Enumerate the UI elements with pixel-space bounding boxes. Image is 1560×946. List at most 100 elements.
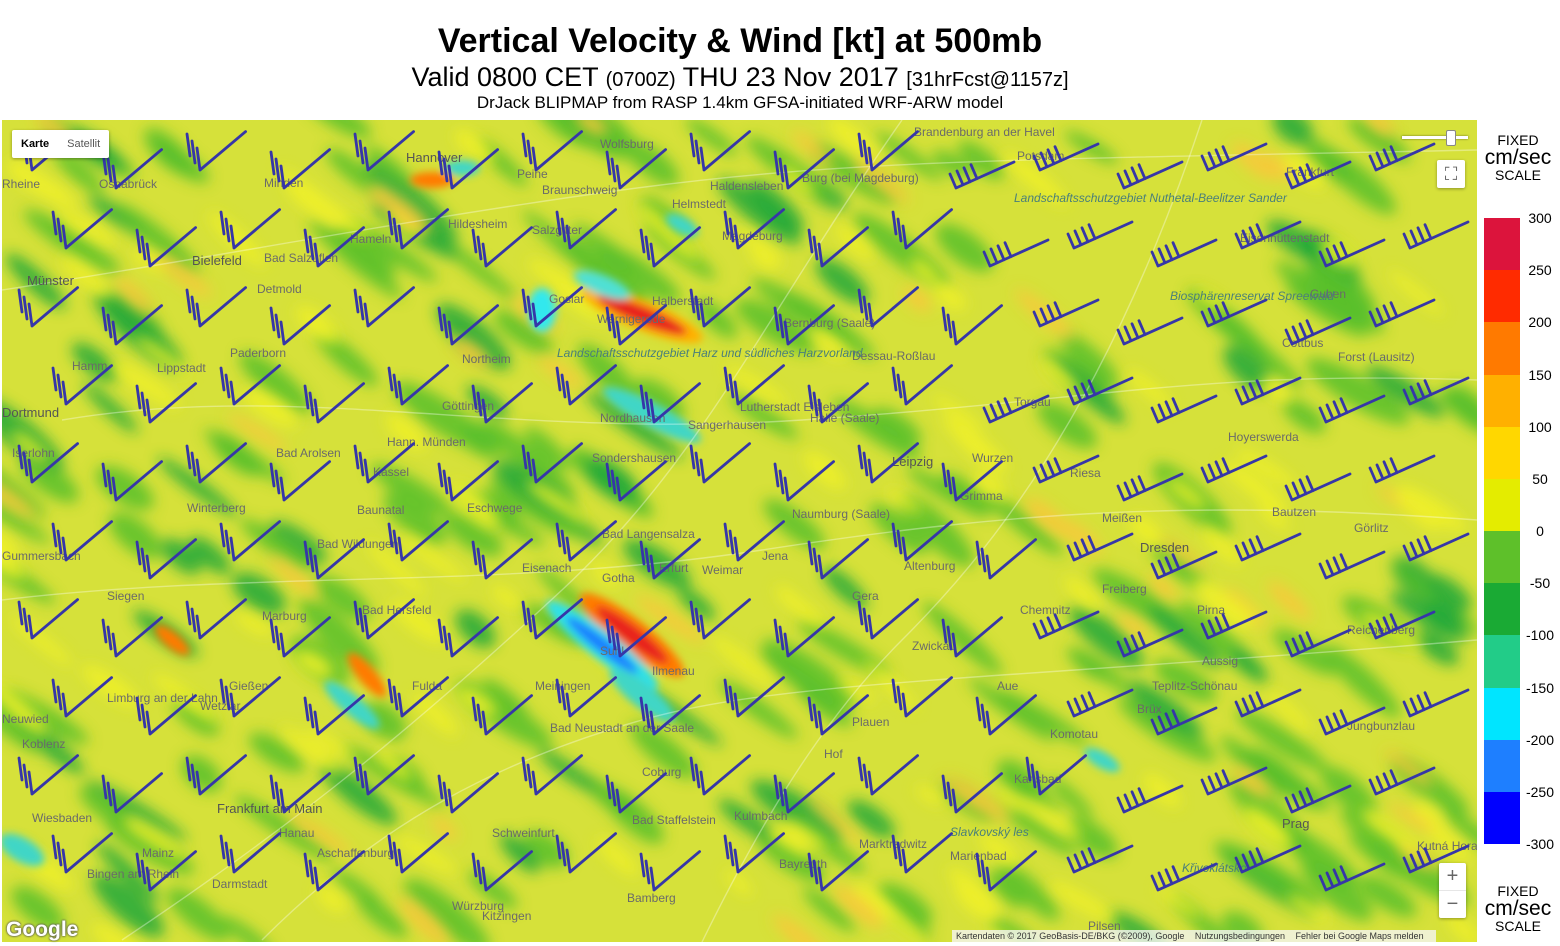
opacity-slider[interactable] (1402, 130, 1468, 146)
map-type-control[interactable]: Karte Satellit (12, 130, 110, 158)
wind-barb (773, 460, 835, 502)
wind-barb (269, 304, 331, 346)
wind-barb (891, 676, 953, 718)
city-label: Bingen am Rhein (87, 867, 179, 881)
scale-word-bottom: SCALE (1495, 918, 1541, 934)
wind-barb (521, 130, 583, 172)
wind-barb (1234, 220, 1302, 250)
city-label: Baunatal (357, 503, 404, 517)
zoom-out-button[interactable]: − (1446, 893, 1459, 915)
city-label: Siegen (107, 589, 144, 603)
scale-unit-bottom: cm/sec (1484, 897, 1552, 920)
wind-barb (387, 520, 449, 562)
scale-tick-label: 250 (1528, 262, 1552, 279)
wind-barb (1200, 142, 1268, 172)
scale-swatch (1484, 531, 1520, 584)
wind-barb (1368, 298, 1436, 328)
map-type-karte[interactable]: Karte (21, 138, 50, 150)
wind-barb (1318, 550, 1386, 580)
wind-barb (1150, 550, 1218, 580)
city-label: Forst (Lausitz) (1338, 350, 1415, 364)
city-label: Marburg (262, 609, 307, 623)
wind-barb (639, 382, 701, 424)
city-label: Bad Neustadt an der Saale (550, 721, 694, 735)
city-label: Bamberg (627, 891, 676, 905)
wind-barb (605, 460, 667, 502)
wind-barb (437, 148, 499, 190)
region-label: Landschaftsschutzgebiet Nuthetal-Beelitz… (1014, 191, 1288, 205)
wind-barb (1234, 688, 1302, 718)
city-label: Gotha (602, 571, 635, 585)
wind-barb (723, 364, 785, 406)
map-canvas[interactable]: Rheine Osnabrück Hannover Peine Wolfsburg Bra… (2, 120, 1477, 942)
fullscreen-button[interactable]: ⛶ (1437, 160, 1465, 188)
terms-link[interactable]: Nutzungsbedingungen (1194, 931, 1285, 941)
city-label: Hamm (72, 359, 107, 373)
wind-barb (773, 304, 835, 346)
wind-barb (891, 208, 953, 250)
report-error-link[interactable]: Fehler bei Google Maps melden (1295, 931, 1424, 941)
wind-barb (51, 364, 113, 406)
city-label: Bad Hersfeld (362, 603, 431, 617)
wind-barb (555, 520, 617, 562)
wind-barb (975, 538, 1037, 580)
wind-barb (219, 676, 281, 718)
city-label: Freiberg (1102, 582, 1147, 596)
city-label: Rheine (2, 177, 40, 191)
google-logo[interactable]: Google (6, 918, 79, 941)
color-scale-bar (1484, 218, 1520, 845)
wind-barb (948, 160, 1016, 190)
opacity-slider-track[interactable] (1402, 136, 1468, 139)
city-label: Weimar (702, 563, 743, 577)
wind-barb (639, 538, 701, 580)
city-label: Hof (824, 747, 843, 761)
city-label: Bielefeld (192, 253, 242, 268)
scale-label-bottom: FIXED cm/sec SCALE (1478, 884, 1558, 933)
scale-tick-label: -250 (1525, 783, 1555, 800)
map-type-satellit[interactable]: Satellit (67, 138, 101, 150)
city-label: Hildesheim (448, 217, 507, 231)
wind-barb (387, 832, 449, 874)
city-label: Wiesbaden (32, 811, 92, 825)
wind-barb (1200, 298, 1268, 328)
wind-barb (17, 598, 79, 640)
wind-barb (605, 616, 667, 658)
wind-barb (353, 286, 415, 328)
city-label: Kulmbach (734, 809, 787, 823)
city-label: Komotau (1050, 727, 1098, 741)
city-label: Naumburg (Saale) (792, 507, 890, 521)
scale-swatch (1484, 218, 1520, 271)
zoom-control[interactable]: + − (1439, 863, 1466, 918)
wind-barb (1032, 454, 1100, 484)
wind-barb (555, 208, 617, 250)
wind-barb (975, 850, 1037, 892)
wind-barb (51, 832, 113, 874)
wind-barb (387, 364, 449, 406)
city-label: Winterberg (187, 501, 246, 515)
wind-barb (219, 208, 281, 250)
wind-barb (353, 754, 415, 796)
wind-barb (1318, 862, 1386, 892)
wind-barb (471, 850, 533, 892)
wind-barb (1368, 142, 1436, 172)
city-label: Halberstadt (652, 294, 714, 308)
city-label: Eschwege (467, 501, 523, 515)
wind-barb (891, 364, 953, 406)
wind-barb (1066, 532, 1134, 562)
wind-barb (1066, 688, 1134, 718)
city-label: Haldensleben (710, 179, 783, 193)
zoom-in-button[interactable]: + (1446, 865, 1459, 887)
city-label: Gießen (229, 679, 268, 693)
wind-barb (723, 520, 785, 562)
wind-barb (1402, 844, 1470, 874)
forecast-run: [31hrFcst@1157z] (906, 69, 1069, 91)
opacity-slider-thumb[interactable] (1446, 130, 1456, 146)
city-label: Hanau (279, 826, 314, 840)
city-label: Paderborn (230, 346, 286, 360)
city-label: Gera (852, 589, 879, 603)
wind-barb (51, 520, 113, 562)
wind-barb (1234, 844, 1302, 874)
wind-barb (437, 304, 499, 346)
wind-barb (521, 598, 583, 640)
city-label: Teplitz-Schönau (1152, 679, 1237, 693)
